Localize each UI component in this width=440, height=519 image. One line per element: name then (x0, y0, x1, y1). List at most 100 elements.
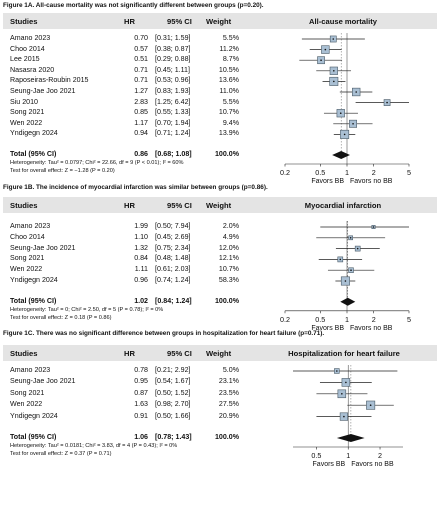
pooled-diamond (336, 434, 365, 442)
study-ci: [0.55; 1.33] (155, 108, 191, 117)
study-weight: 9.4% (222, 118, 239, 127)
study-weight: 23.5% (218, 388, 239, 397)
study-hr: 1.17 (134, 118, 148, 127)
study-weight: 11.2% (219, 44, 239, 53)
favors-right-label: Favors no BB (350, 325, 393, 332)
study-hr: 0.70 (134, 34, 148, 42)
study-hr: 0.51 (134, 55, 148, 64)
study-hr: 0.71 (134, 65, 148, 74)
point-estimate-dot (352, 123, 354, 125)
study-name: Amano 2023 (10, 366, 51, 374)
header-hr: HR (124, 349, 135, 358)
study-ci: [0.50; 1.52] (155, 388, 191, 397)
point-estimate-dot (355, 91, 358, 93)
study-hr: 1.11 (134, 265, 148, 274)
header-bar: Studies HR 95% CI Weight Hospitalization for… (3, 345, 437, 361)
point-estimate-dot (349, 237, 352, 239)
study-weight: 11.0% (219, 87, 239, 95)
point-estimate-dot (333, 70, 335, 72)
favors-left-label: Favors BB (311, 325, 344, 332)
study-weight: 10.7% (218, 265, 239, 274)
study-hr: 1.63 (134, 400, 148, 409)
header-studies: Studies (10, 201, 38, 210)
study-hr: 0.85 (134, 108, 148, 117)
header-plot-title: Myocardial infarction (304, 201, 382, 210)
study-weight: 13.6% (218, 76, 239, 85)
point-estimate-dot (345, 381, 347, 384)
forest-panel: Studies HR 95% CI Weight Myocardial infarcti… (3, 197, 437, 367)
study-weight: 20.9% (218, 411, 239, 420)
study-name: Siu 2010 (10, 97, 39, 106)
x-tick-label: 0.5 (311, 451, 321, 460)
study-ci: [0.61; 2.03] (155, 265, 191, 274)
study-weight: 58.3% (218, 276, 239, 284)
forest-plot-svg: 0.2 0.5 1 2 5 Favors BB Favors no BB (280, 221, 411, 332)
study-weight: 4.9% (222, 232, 239, 241)
study-weight: 5.5% (222, 97, 239, 106)
header-weight: Weight (206, 201, 232, 210)
total-weight: 100.0% (214, 150, 239, 158)
point-estimate-dot (356, 247, 359, 250)
study-name: Seung-Jae Joo 2021 (10, 243, 76, 252)
x-tick-label: 0.5 (315, 168, 325, 177)
study-hr: 1.32 (134, 243, 148, 252)
study-ci: [0.98; 2.70] (155, 400, 191, 409)
figure-caption: Figure 1A. All-cause mortality was not s… (3, 2, 264, 9)
study-weight: 5.0% (222, 366, 239, 374)
point-estimate-dot (341, 393, 343, 395)
header-hr: HR (124, 201, 135, 210)
header-weight: Weight (206, 349, 232, 358)
x-tick-label: 1 (345, 315, 349, 324)
pooled-diamond (332, 151, 350, 159)
header-hr: HR (124, 17, 135, 26)
overall-effect-text: Test for overall effect: Z = −1.28 (P = … (10, 168, 115, 174)
point-estimate-dot (339, 258, 342, 261)
study-name: Song 2021 (10, 254, 45, 263)
header-studies: Studies (10, 17, 38, 26)
study-name: Raposeiras-Roubin 2015 (10, 76, 89, 85)
header-ci: 95% CI (167, 201, 192, 210)
study-weight: 12.1% (218, 254, 239, 263)
forest-plot-svg: 0.5 1 2 Favors BB Favors no BB (293, 365, 403, 468)
study-weight: 27.5% (218, 400, 239, 409)
total-ci: [0.68; 1.08] (155, 150, 192, 158)
study-weight: 10.5% (218, 65, 239, 74)
header-bar: Studies HR 95% CI Weight All-cause mortality (3, 13, 437, 29)
study-name: Amano 2023 (10, 222, 51, 230)
study-hr: 0.91 (134, 411, 148, 420)
point-estimate-dot (336, 370, 338, 372)
study-hr: 0.57 (134, 44, 148, 53)
study-ci: [0.45; 1.11] (155, 65, 190, 74)
point-estimate-dot (339, 112, 342, 114)
study-hr: 1.10 (134, 232, 148, 241)
header-ci: 95% CI (167, 349, 192, 358)
study-name: Yndigegn 2024 (10, 276, 58, 284)
study-weight: 8.7% (222, 55, 239, 64)
x-tick-label: 5 (407, 168, 411, 177)
forest-panel: Studies HR 95% CI Weight All-cause mortality… (3, 13, 437, 185)
total-label: Total (95% CI) (10, 433, 57, 441)
header-plot-title: All-cause mortality (309, 17, 377, 26)
study-ci: [0.21; 2.92] (155, 366, 191, 374)
study-hr: 0.94 (134, 129, 148, 138)
study-ci: [0.48; 1.48] (155, 254, 191, 263)
study-hr: 1.27 (134, 87, 148, 95)
overall-effect-text: Test for overall effect: Z = 0.18 (P = 0… (10, 314, 112, 321)
study-hr: 0.96 (134, 276, 148, 284)
point-estimate-dot (332, 38, 335, 40)
study-ci: [0.31; 1.59] (155, 34, 191, 42)
study-name: Song 2021 (10, 108, 45, 117)
study-weight: 5.5% (222, 34, 239, 42)
study-ci: [0.50; 1.66] (155, 411, 191, 420)
overall-effect-text: Test for overall effect: Z = 0.37 (P = 0… (10, 451, 112, 457)
favors-right-label: Favors no BB (351, 461, 394, 468)
heterogeneity-text: Heterogeneity: Tau² = 0.0797; Chi² = 22.… (10, 160, 184, 166)
figure-caption: Figure 1B. The incidence of myocardial i… (3, 184, 268, 191)
study-ci: [0.83; 1.93] (155, 87, 191, 95)
x-tick-label: 1 (346, 451, 350, 460)
study-name: Choo 2014 (10, 44, 45, 53)
x-tick-label: 1 (345, 168, 349, 177)
total-hr: 1.06 (134, 433, 148, 441)
study-name: Seung-Jae Joo 2021 (10, 87, 76, 95)
study-name: Amano 2023 (10, 34, 51, 42)
